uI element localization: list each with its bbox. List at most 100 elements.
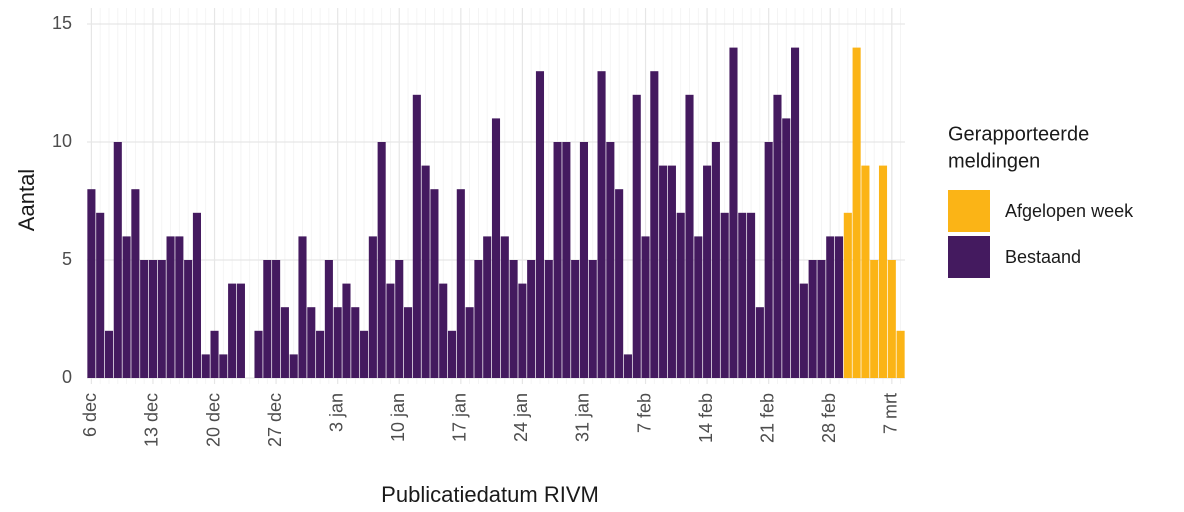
bar: [623, 354, 632, 378]
bar: [96, 212, 105, 378]
bar: [861, 165, 870, 378]
bar: [553, 142, 562, 378]
bar: [535, 71, 545, 378]
bar: [799, 283, 808, 378]
bar: [192, 212, 201, 378]
bar: [738, 212, 747, 378]
bar: [351, 307, 360, 378]
bar: [711, 142, 720, 378]
bar: [491, 118, 501, 379]
bar: [834, 236, 844, 378]
bar: [122, 236, 131, 378]
bar: [650, 71, 659, 378]
bar: [843, 212, 852, 378]
legend-title: meldingen: [948, 150, 1040, 172]
bar: [131, 189, 140, 378]
bar: [685, 94, 694, 379]
bar: [403, 307, 413, 378]
bar: [870, 260, 879, 378]
bar: [333, 307, 342, 378]
bar: [456, 189, 465, 378]
bar: [104, 330, 114, 378]
x-tick-label: 21 feb: [757, 393, 777, 443]
bar: [465, 307, 474, 378]
bar: [632, 94, 641, 379]
bar: [500, 236, 509, 378]
bar: [694, 236, 703, 378]
y-tick-label: 15: [52, 13, 72, 33]
x-tick-label: 7 mrt: [881, 393, 901, 434]
x-tick-label: 24 jan: [511, 393, 531, 442]
bar: [606, 142, 615, 378]
bar: [447, 330, 457, 378]
bar: [817, 260, 826, 378]
bar: [562, 142, 571, 378]
bar: [87, 189, 96, 378]
bar: [764, 142, 773, 378]
bar: [140, 260, 149, 378]
bar: [316, 330, 325, 378]
bar: [289, 354, 298, 378]
bar: [395, 260, 404, 378]
bar: [755, 307, 764, 378]
bar: [667, 165, 676, 378]
bar: [157, 260, 166, 378]
bar: [659, 165, 668, 378]
bar: [368, 236, 377, 378]
bar: [280, 307, 289, 378]
bar: [201, 354, 210, 378]
bar: [254, 330, 263, 378]
bar: [729, 47, 738, 378]
bar: [430, 189, 439, 378]
x-tick-label: 17 jan: [450, 393, 470, 442]
bar: [360, 330, 369, 378]
x-axis-title: Publicatiedatum RIVM: [381, 482, 599, 507]
bar: [826, 236, 835, 378]
bar: [483, 236, 492, 378]
bar: [148, 260, 158, 378]
bar: [184, 260, 193, 378]
bar: [747, 212, 756, 378]
bar: [676, 212, 685, 378]
x-tick-label: 3 jan: [326, 393, 346, 432]
bar: [720, 212, 729, 378]
bar: [474, 260, 483, 378]
bar: [509, 260, 518, 378]
bar: [597, 71, 606, 378]
bar: [298, 236, 307, 378]
bar: [896, 330, 905, 378]
bar: [782, 118, 791, 379]
y-tick-label: 10: [52, 131, 72, 151]
bar: [412, 94, 421, 379]
legend-label: Bestaand: [1005, 247, 1081, 267]
x-tick-label: 31 jan: [573, 393, 593, 442]
bar: [219, 354, 228, 378]
bar: [571, 260, 580, 378]
bar: [272, 260, 281, 378]
bar: [808, 260, 817, 378]
legend-key: [948, 190, 990, 232]
legend-label: Afgelopen week: [1005, 201, 1134, 221]
bar: [544, 260, 553, 378]
x-tick-label: 14 feb: [696, 393, 716, 443]
x-tick-label: 27 dec: [265, 393, 285, 447]
bar: [887, 260, 896, 378]
legend-title: Gerapporteerde: [948, 123, 1089, 145]
bar: [421, 165, 430, 378]
bar: [439, 283, 448, 378]
x-tick-label: 13 dec: [142, 393, 162, 447]
bar: [228, 283, 237, 378]
x-tick-label: 6 dec: [80, 393, 100, 437]
bar: [579, 142, 589, 378]
bar: [852, 47, 861, 378]
bar: [210, 330, 219, 378]
bar: [703, 165, 712, 378]
bar: [236, 283, 245, 378]
legend-key: [948, 236, 990, 278]
bar: [615, 189, 624, 378]
x-tick-label: 10 jan: [388, 393, 408, 442]
y-tick-label: 5: [62, 249, 72, 269]
bar: [175, 236, 184, 378]
bar: [791, 47, 800, 378]
